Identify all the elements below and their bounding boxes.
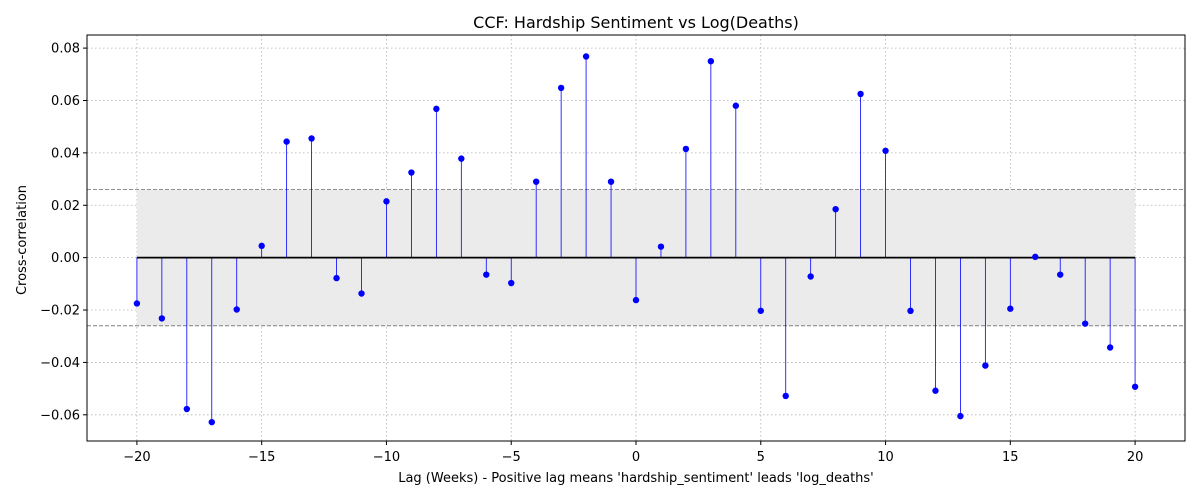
y-tick-label: 0.04: [51, 146, 80, 161]
stem-marker: [532, 178, 540, 185]
stem-marker: [957, 412, 964, 420]
axis-layer: −20 −15 −10 −5 0 5 10 15 20 −0.06 −0.04 −0.02 0.00 0.…: [40, 34, 1186, 465]
stem-marker: [732, 102, 740, 109]
stem-marker: [1032, 253, 1039, 261]
x-tick-label: 10: [877, 450, 894, 465]
stem-marker: [258, 242, 265, 250]
x-tick-label: −5: [502, 450, 521, 465]
stem-marker: [158, 315, 166, 322]
y-tick-label: 0.00: [51, 251, 80, 266]
y-tick-label: −0.06: [40, 408, 80, 423]
stem-marker: [1007, 305, 1014, 312]
stem-marker: [508, 279, 515, 287]
chart-title: CCF: Hardship Sentiment vs Log(Deaths): [473, 13, 799, 32]
x-tick-label: −10: [373, 450, 400, 465]
stem-marker: [208, 418, 215, 426]
stem-marker: [408, 169, 415, 176]
stem-marker: [632, 296, 640, 304]
stem-marker: [358, 290, 365, 297]
stem-marker: [383, 198, 390, 205]
stem-marker: [607, 178, 615, 185]
stem-marker: [982, 362, 989, 369]
x-axis-label: Lag (Weeks) - Positive lag means 'hardsh…: [398, 471, 874, 486]
stem-marker: [907, 307, 914, 315]
stem-marker: [483, 271, 490, 278]
stem-marker: [557, 84, 565, 92]
y-tick-label: 0.06: [51, 94, 80, 109]
y-tick-label: −0.04: [40, 356, 80, 371]
stem-marker: [1057, 271, 1064, 278]
stem-marker: [757, 307, 764, 315]
y-tick-label: 0.02: [51, 199, 80, 214]
stem-marker: [807, 273, 814, 280]
stem-marker: [1106, 344, 1114, 351]
stem-marker: [433, 105, 440, 113]
stem-marker: [233, 306, 240, 313]
stem-marker: [283, 138, 290, 145]
x-tick-label: 0: [632, 450, 640, 465]
x-tick-label: −20: [123, 450, 150, 465]
stem-marker: [582, 53, 590, 60]
x-tick-label: 15: [1002, 450, 1019, 465]
x-tick-label: −15: [248, 450, 275, 465]
x-tick-label: 20: [1127, 450, 1144, 465]
stem-marker: [458, 155, 465, 162]
stem-marker: [882, 147, 889, 154]
stem-marker: [308, 135, 315, 142]
stem-marker: [857, 90, 864, 98]
stem-marker: [932, 387, 939, 394]
x-tick-label: 5: [757, 450, 765, 465]
stem-marker: [707, 57, 715, 65]
y-tick-label: 0.08: [51, 42, 80, 57]
stem-marker: [782, 392, 789, 400]
stem-layer: [133, 53, 1139, 426]
stem-marker: [133, 300, 141, 307]
stem-marker: [832, 205, 839, 213]
stem-marker: [682, 145, 690, 153]
stem-marker: [183, 405, 191, 413]
y-tick-label: −0.02: [40, 304, 80, 319]
stem-marker: [1131, 383, 1139, 390]
stem-marker: [657, 243, 665, 250]
stem-marker: [333, 274, 340, 282]
y-axis-label: Cross-correlation: [15, 185, 30, 295]
stem-marker: [1081, 320, 1089, 327]
